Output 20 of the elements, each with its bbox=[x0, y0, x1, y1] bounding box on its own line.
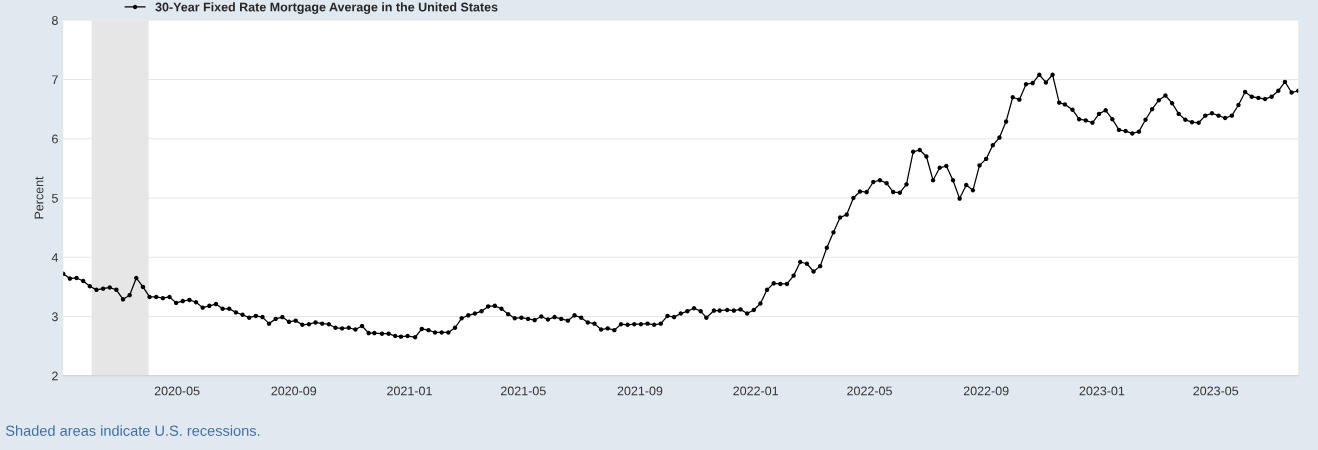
y-tick-label: 4 bbox=[51, 253, 59, 262]
x-tick-label: 2022-09 bbox=[963, 386, 1009, 396]
x-tick-label: 2021-05 bbox=[500, 386, 546, 396]
text: Shaded areas indicate U.S. recessions. bbox=[5, 425, 260, 436]
x-tick-label: 2021-01 bbox=[387, 386, 432, 396]
x-tick-label: 2020-09 bbox=[271, 386, 317, 396]
y-tick-label: 6 bbox=[52, 134, 58, 144]
legend-label: 30-Year Fixed Rate Mortgage Average in the United States bbox=[155, 2, 498, 14]
x-tick-label: 2021-09 bbox=[617, 386, 663, 396]
x-tick-label: 2022-05 bbox=[847, 386, 892, 396]
x-tick-label: 2020-05 bbox=[154, 386, 200, 396]
y-tick-label: 3 bbox=[51, 312, 58, 322]
x-tick-label: 2023-05 bbox=[1193, 386, 1239, 396]
y-tick-label: 7 bbox=[52, 75, 58, 85]
y-tick-label: 2 bbox=[52, 371, 58, 381]
x-tick-label: 2023-01 bbox=[1079, 386, 1125, 396]
y-tick-label: 8 bbox=[51, 16, 58, 25]
y-axis-title: Percent bbox=[34, 176, 44, 219]
x-tick-label: 2022-01 bbox=[733, 386, 779, 396]
y-tick-label: 5 bbox=[51, 193, 58, 203]
